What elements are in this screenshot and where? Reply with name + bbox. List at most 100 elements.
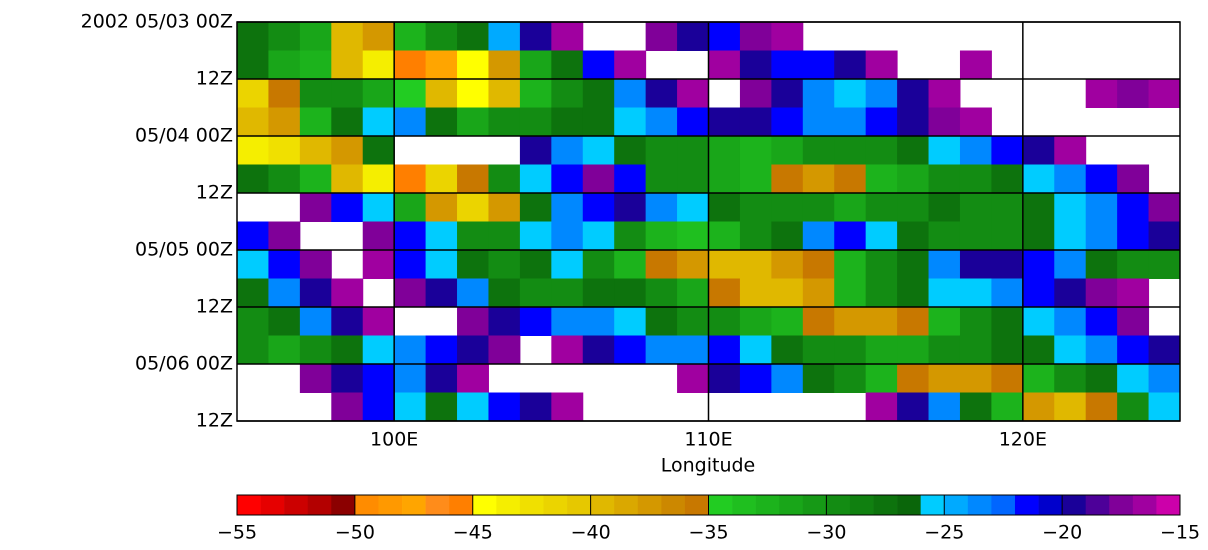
heat-cell xyxy=(1054,364,1087,393)
heat-cell xyxy=(1148,335,1181,365)
heat-cell xyxy=(1148,193,1181,222)
heat-cell xyxy=(331,278,364,308)
heat-cell xyxy=(237,307,269,336)
heat-cell xyxy=(834,107,867,137)
heat-cell xyxy=(834,50,867,80)
heat-cell xyxy=(425,221,458,251)
heat-cell xyxy=(1117,164,1150,194)
heat-cell xyxy=(488,164,521,194)
heat-cell xyxy=(1117,193,1150,222)
heat-cell xyxy=(991,307,1024,336)
heat-cell xyxy=(834,221,867,251)
colorbar-box xyxy=(991,495,1016,515)
heat-cell xyxy=(1022,307,1055,336)
y-tick-label: 12Z xyxy=(196,182,233,204)
y-tick-label: 05/05 00Z xyxy=(135,239,233,261)
heat-cell xyxy=(677,193,709,222)
heat-cell xyxy=(299,50,332,80)
heat-cell xyxy=(834,364,867,393)
colorbar-label: −35 xyxy=(688,522,728,544)
heat-cell xyxy=(897,107,930,137)
colorbar-label: −45 xyxy=(453,522,493,544)
heat-cell xyxy=(331,307,364,336)
heat-cell xyxy=(488,307,521,336)
colorbar-box xyxy=(944,495,969,515)
heat-cell xyxy=(268,278,301,308)
colorbar-label: −15 xyxy=(1160,522,1200,544)
heat-cell xyxy=(1054,221,1087,251)
heat-cell xyxy=(928,307,961,336)
heat-cell xyxy=(551,335,584,365)
heat-cell xyxy=(739,79,772,108)
heat-cell xyxy=(677,221,709,251)
heat-cell xyxy=(708,136,741,165)
heat-cell xyxy=(645,107,678,137)
y-tick-label: 05/06 00Z xyxy=(135,353,233,375)
heat-cell xyxy=(488,79,521,108)
heat-cell xyxy=(928,364,961,393)
heat-cell xyxy=(991,335,1024,365)
heat-cell xyxy=(488,221,521,251)
heat-cell xyxy=(614,50,647,80)
heat-cell xyxy=(237,335,269,365)
heat-cell xyxy=(865,136,898,165)
heat-cell xyxy=(802,335,835,365)
heat-cell xyxy=(614,278,647,308)
heat-cell xyxy=(362,221,395,251)
heat-cell xyxy=(457,335,489,365)
heat-cell xyxy=(865,307,898,336)
heat-cell xyxy=(928,250,961,279)
heat-cell xyxy=(519,278,552,308)
heat-cell xyxy=(1148,250,1181,279)
heat-cell xyxy=(897,221,930,251)
heat-cell xyxy=(394,278,427,308)
heat-cell xyxy=(425,364,458,393)
heat-cell xyxy=(519,221,552,251)
heat-cell xyxy=(582,335,615,365)
heat-cell xyxy=(771,307,804,336)
heat-cell xyxy=(802,193,835,222)
heat-cell xyxy=(237,221,269,251)
heat-cell xyxy=(299,193,332,222)
heat-cell xyxy=(802,164,835,194)
heat-cell xyxy=(897,193,930,222)
heat-cell xyxy=(519,250,552,279)
heat-cell xyxy=(457,250,489,279)
heat-cell xyxy=(708,335,741,365)
heat-cell xyxy=(959,107,992,137)
heat-cell xyxy=(708,164,741,194)
colorbar-box xyxy=(284,495,309,515)
heat-cell xyxy=(677,364,709,393)
heat-cell xyxy=(425,335,458,365)
heat-cell xyxy=(645,136,678,165)
heat-cell xyxy=(488,278,521,308)
heat-cell xyxy=(551,392,584,422)
heat-cell xyxy=(237,79,269,108)
y-tick-label: 12Z xyxy=(196,410,233,432)
colorbar-box xyxy=(920,495,945,515)
heat-cell xyxy=(865,50,898,80)
heat-cell xyxy=(928,278,961,308)
heat-cell xyxy=(1085,335,1118,365)
heat-cell xyxy=(991,164,1024,194)
heat-cell xyxy=(959,364,992,393)
heat-cell xyxy=(1022,250,1055,279)
heat-cell xyxy=(645,22,678,51)
heat-cell xyxy=(425,50,458,80)
heat-cell xyxy=(834,335,867,365)
heat-cell xyxy=(897,164,930,194)
heat-cell xyxy=(1085,364,1118,393)
heat-cell xyxy=(519,136,552,165)
heat-cell xyxy=(331,392,364,422)
heat-cell xyxy=(1054,164,1087,194)
heat-cell xyxy=(991,221,1024,251)
heat-cell xyxy=(928,79,961,108)
heat-cell xyxy=(1054,278,1087,308)
y-tick-label: 2002 05/03 00Z xyxy=(81,11,233,33)
heat-cell xyxy=(1054,307,1087,336)
heat-cell xyxy=(394,335,427,365)
heat-cell xyxy=(1117,79,1150,108)
heat-cell xyxy=(897,392,930,422)
colorbar-box xyxy=(260,495,285,515)
heat-cell xyxy=(457,221,489,251)
